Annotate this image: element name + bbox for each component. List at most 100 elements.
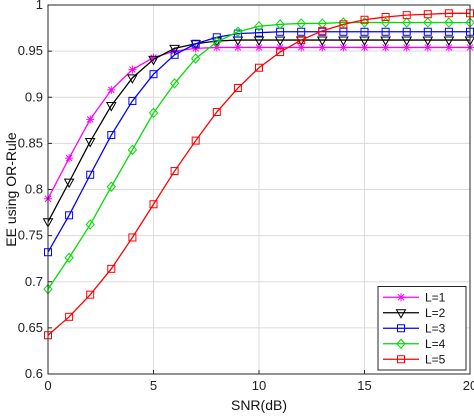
data-point xyxy=(149,200,158,209)
series-line xyxy=(47,31,470,253)
legend-item: L=5 xyxy=(383,352,446,366)
data-point xyxy=(444,43,453,52)
data-point xyxy=(169,44,180,55)
data-point xyxy=(191,136,200,145)
series-l-5 xyxy=(44,9,474,340)
data-point xyxy=(423,17,433,28)
data-point xyxy=(86,170,95,179)
x-tick-label: 0 xyxy=(44,378,51,393)
data-point xyxy=(170,50,179,59)
data-point xyxy=(359,17,370,28)
y-tick-label: 0.75 xyxy=(18,228,43,243)
legend-item: L=3 xyxy=(383,321,446,335)
data-point xyxy=(253,36,265,47)
data-point xyxy=(233,26,243,38)
data-point xyxy=(380,17,391,28)
x-tick-label: 10 xyxy=(252,378,266,393)
legend-label: L=4 xyxy=(425,337,446,351)
legend-item: L=1 xyxy=(383,290,446,304)
y-tick-label: 0.8 xyxy=(25,182,43,197)
data-point xyxy=(297,43,306,52)
y-tick-label: 1 xyxy=(36,0,43,12)
legend-marker xyxy=(395,309,407,319)
data-point xyxy=(65,154,74,163)
data-point xyxy=(360,15,369,24)
series-layer xyxy=(42,9,474,340)
data-point xyxy=(359,36,370,47)
data-point xyxy=(296,18,306,29)
data-point xyxy=(444,9,453,18)
data-point xyxy=(402,27,411,36)
legend-label: L=1 xyxy=(425,290,446,304)
data-point xyxy=(360,43,369,52)
y-tick-label: 0.85 xyxy=(18,135,43,150)
data-point xyxy=(107,131,116,140)
y-tick-label: 0.65 xyxy=(18,320,43,335)
data-point xyxy=(423,27,432,36)
data-point xyxy=(212,33,221,42)
data-point xyxy=(107,264,116,273)
legend-marker xyxy=(397,355,405,364)
data-point xyxy=(212,108,221,117)
data-point xyxy=(106,181,116,192)
legend: L=1 L=2L=3 L=4L=5 xyxy=(377,286,467,371)
data-point xyxy=(275,19,285,30)
data-point xyxy=(212,36,222,48)
y-axis-label: EE using OR-Rule xyxy=(3,132,19,247)
data-point xyxy=(318,43,327,52)
y-axis-ticks: 0.6 0.65 0.7 0.75 0.8 0.85 0.9 0.95 1 xyxy=(18,0,52,381)
data-point xyxy=(128,233,137,242)
data-point xyxy=(402,43,411,52)
legend-marker xyxy=(397,324,405,333)
data-point xyxy=(233,84,242,93)
data-point xyxy=(402,11,411,20)
legend-label: L=2 xyxy=(425,306,446,320)
data-point xyxy=(85,219,95,230)
data-point xyxy=(128,65,137,74)
data-point xyxy=(255,63,263,72)
data-point xyxy=(381,27,390,36)
data-point xyxy=(86,290,95,299)
data-point xyxy=(443,36,455,47)
data-point xyxy=(64,252,74,264)
data-point xyxy=(274,36,286,47)
data-point xyxy=(148,107,159,119)
x-tick-label: 15 xyxy=(357,378,371,393)
data-point xyxy=(297,36,306,45)
x-tick-label: 20 xyxy=(463,378,474,393)
data-point xyxy=(444,17,454,28)
data-point xyxy=(191,53,201,64)
x-axis-label: SNR(dB) xyxy=(231,397,287,413)
data-point xyxy=(128,96,137,105)
legend-item: L=2 xyxy=(383,306,446,320)
data-point xyxy=(422,36,434,47)
legend-marker xyxy=(396,338,406,350)
data-point xyxy=(380,36,391,47)
y-tick-label: 0.95 xyxy=(18,43,43,58)
data-point xyxy=(360,27,369,36)
data-point xyxy=(444,27,453,36)
series-line xyxy=(47,12,470,336)
data-point xyxy=(149,53,158,62)
data-point xyxy=(65,211,74,220)
data-point xyxy=(316,36,328,47)
series-line xyxy=(47,21,470,290)
data-point xyxy=(276,48,285,57)
data-point xyxy=(381,12,390,21)
y-tick-label: 0.7 xyxy=(25,274,43,289)
data-point xyxy=(338,36,349,47)
series-line xyxy=(47,39,470,223)
data-point xyxy=(233,43,242,52)
data-point xyxy=(318,26,327,35)
data-point xyxy=(169,78,180,89)
data-point xyxy=(423,10,432,19)
data-point xyxy=(402,17,412,28)
x-axis-ticks: 0 5 10 15 20 xyxy=(44,370,474,393)
data-point xyxy=(191,39,200,48)
legend-marker xyxy=(397,293,405,302)
data-point xyxy=(127,74,138,84)
data-point xyxy=(212,43,221,52)
legend-label: L=5 xyxy=(425,352,446,366)
data-point xyxy=(65,312,74,321)
data-point xyxy=(276,43,285,52)
